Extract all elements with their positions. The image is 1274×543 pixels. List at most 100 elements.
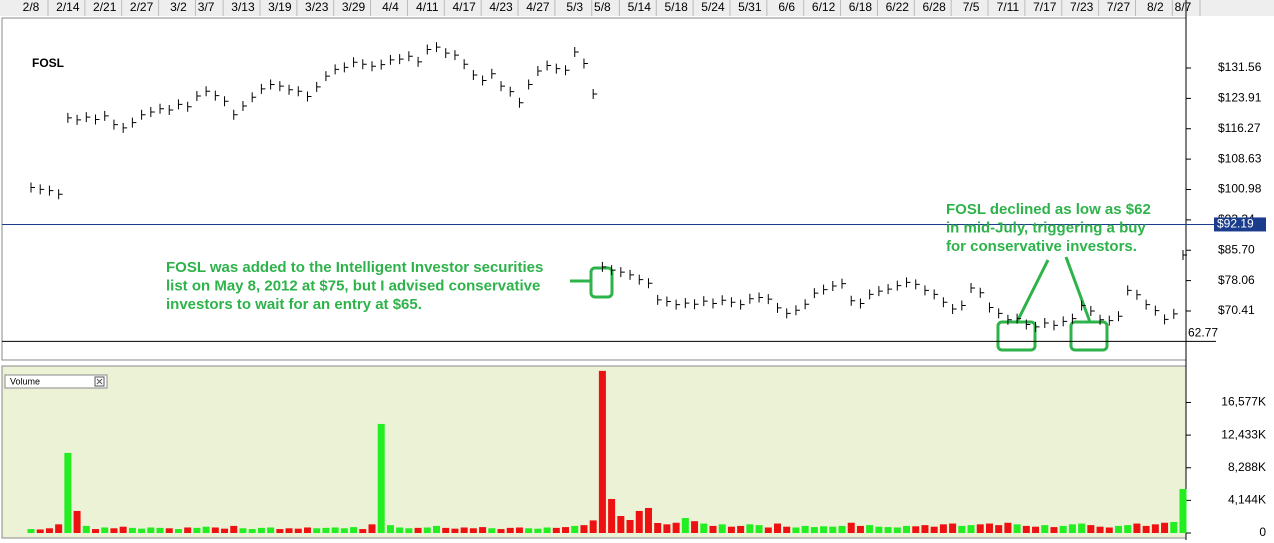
price-bar (1154, 305, 1160, 316)
volume-bar (73, 510, 81, 533)
volume-bar (525, 528, 533, 533)
price-bar (546, 60, 552, 71)
x-tick-label: 8/7 (1175, 0, 1192, 14)
volume-tick-label: 12,433K (1221, 427, 1266, 441)
x-tick-label: 2/8 (23, 0, 40, 14)
pointer (1015, 259, 1050, 323)
price-bar (426, 44, 432, 55)
volume-bar (1004, 522, 1012, 533)
volume-bar (801, 525, 809, 533)
volume-bar (82, 525, 90, 533)
volume-bar (820, 526, 828, 533)
volume-bar (322, 527, 330, 533)
volume-legend-box (4, 374, 108, 389)
volume-bar (764, 527, 772, 533)
volume-bar (36, 529, 44, 533)
volume-bar (985, 523, 993, 533)
x-tick-label: 7/27 (1107, 0, 1131, 14)
volume-bar (1041, 525, 1049, 533)
x-tick-label: 7/5 (963, 0, 980, 14)
x-tick-label: 7/23 (1070, 0, 1094, 14)
price-bar (758, 292, 764, 303)
price-bar (1164, 314, 1169, 325)
price-bar (39, 184, 45, 195)
price-bar (1173, 308, 1178, 319)
price-bar (979, 287, 985, 298)
x-tick-label: 4/11 (416, 0, 439, 14)
x-tick-label: 7/17 (1033, 0, 1057, 14)
price-bar (509, 86, 515, 97)
price-bar (334, 64, 340, 75)
price-bar (887, 284, 893, 295)
price-bar (1145, 299, 1151, 310)
volume-bar (257, 527, 265, 533)
volume-bar (184, 527, 192, 533)
volume-bar (838, 525, 846, 533)
price-bar (804, 299, 810, 310)
price-bar (1071, 313, 1077, 324)
volume-bar (396, 527, 404, 533)
annotation-text: FOSL was added to the Intelligent Invest… (166, 259, 543, 276)
volume-bar (313, 528, 321, 533)
x-tick-label: 4/27 (526, 0, 550, 14)
price-bar (952, 304, 957, 315)
volume-bar (681, 518, 689, 533)
volume-bar (1059, 525, 1067, 533)
price-bar (795, 305, 800, 316)
volume-bar (377, 423, 385, 533)
y-tick-label: $131.56 (1218, 60, 1262, 74)
price-bar (187, 101, 192, 112)
price-bar (270, 79, 275, 90)
price-bar (251, 92, 257, 103)
x-tick-label: 3/23 (305, 0, 329, 14)
volume-bar (27, 529, 35, 533)
y-tick-label: $78.06 (1218, 273, 1255, 287)
price-bar (1136, 289, 1141, 300)
volume-bar (571, 525, 579, 533)
highlight-box (1069, 320, 1109, 352)
price-bar (740, 299, 745, 310)
price-bar (122, 122, 128, 133)
volume-bar (875, 526, 883, 533)
price-bar (325, 71, 330, 82)
price-bar (528, 79, 533, 90)
price-bar (1016, 313, 1022, 324)
low-level-label: 62.77 (1188, 326, 1218, 340)
price-bar (1117, 311, 1123, 322)
price-bar (611, 265, 616, 276)
price-bar (786, 308, 791, 319)
x-tick-label: 5/18 (664, 0, 688, 14)
annotation-text: list on May 8, 2012 at $75, but I advise… (166, 277, 540, 294)
x-tick-label: 6/6 (778, 0, 795, 14)
x-tick-label: 3/13 (231, 0, 255, 14)
price-bar (712, 298, 717, 309)
annotations (570, 256, 1109, 352)
y-tick-label: $123.91 (1218, 91, 1262, 105)
volume-bar (1170, 521, 1178, 533)
price-bar (150, 106, 155, 117)
volume-bar (110, 528, 118, 533)
volume-bar (534, 528, 542, 533)
volume-bar (506, 527, 514, 533)
highlight-box (589, 266, 614, 299)
price-bar (141, 109, 146, 120)
volume-bar (469, 528, 477, 533)
volume-bar (45, 528, 53, 533)
volume-bar (119, 526, 127, 533)
price-bar (436, 42, 441, 53)
x-tick-label: 6/12 (812, 0, 836, 14)
volume-bar (1114, 525, 1122, 533)
price-bar (915, 279, 920, 290)
volume-bar (488, 528, 496, 533)
price-bar (1062, 316, 1068, 327)
volume-bar (1050, 527, 1058, 533)
price-bar (850, 295, 856, 306)
x-tick-label: 2/27 (130, 0, 154, 14)
current-price-box (1214, 217, 1266, 232)
volume-bar (552, 527, 560, 533)
close-icon (96, 378, 103, 385)
price-bar (316, 81, 321, 92)
price-bar (205, 86, 211, 97)
annotation-text: FOSL declined as low as $62 (946, 201, 1151, 218)
volume-bar (635, 510, 643, 533)
